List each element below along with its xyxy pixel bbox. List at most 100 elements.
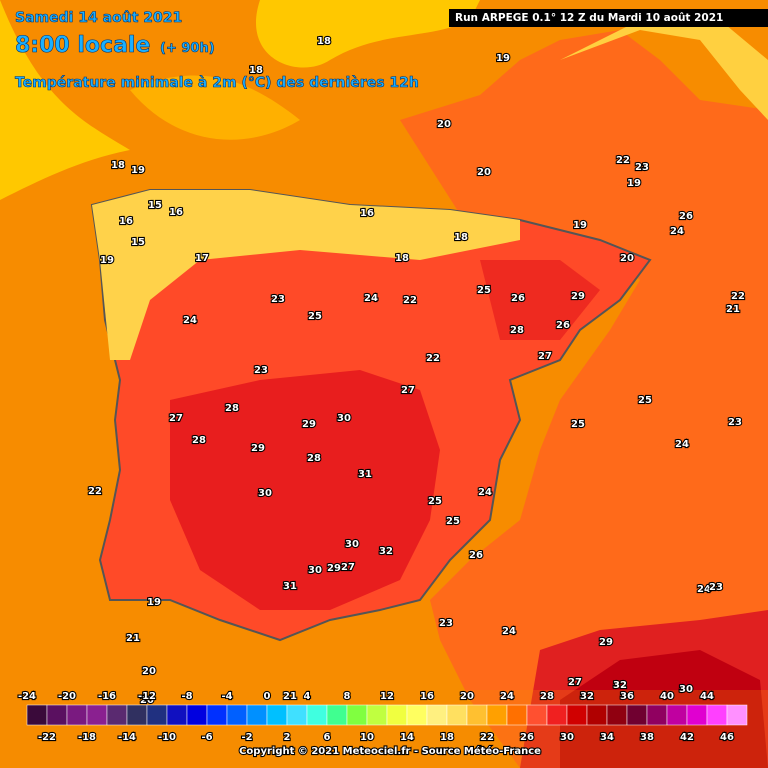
temperature-label: 27: [169, 413, 183, 424]
temperature-label: 25: [571, 419, 585, 430]
scale-swatch: [666, 704, 688, 726]
scale-bottom-label: 14: [400, 732, 414, 743]
alps: [560, 20, 768, 120]
scale-swatch: [686, 704, 708, 726]
temperature-label: 22: [616, 155, 630, 166]
scale-top-label: 28: [540, 691, 554, 702]
temperature-label: 29: [251, 443, 265, 454]
temperature-label: 15: [131, 237, 145, 248]
temperature-label: 24: [675, 439, 689, 450]
scale-swatch: [546, 704, 568, 726]
scale-top-label: 4: [304, 691, 311, 702]
temperature-label: 19: [627, 178, 641, 189]
scale-top-label: 0: [264, 691, 271, 702]
scale-swatch: [146, 704, 168, 726]
scale-bottom-label: 10: [360, 732, 374, 743]
scale-top-label: -12: [138, 691, 156, 702]
temperature-label: 21: [726, 304, 740, 315]
scale-swatch: [426, 704, 448, 726]
temperature-label: 23: [439, 618, 453, 629]
scale-swatch: [606, 704, 628, 726]
temperature-label: 18: [249, 65, 263, 76]
temperature-label: 22: [88, 486, 102, 497]
scale-top-label: 12: [380, 691, 394, 702]
temperature-label: 31: [283, 581, 297, 592]
scale-swatch: [566, 704, 588, 726]
scale-swatch: [326, 704, 348, 726]
scale-swatch: [266, 704, 288, 726]
temperature-label: 26: [511, 293, 525, 304]
scale-top-label: 24: [500, 691, 514, 702]
temperature-label: 30: [258, 488, 272, 499]
temperature-label: 24: [502, 626, 516, 637]
scale-bottom-label: -22: [38, 732, 56, 743]
scale-swatch: [166, 704, 188, 726]
temperature-label: 23: [709, 582, 723, 593]
temperature-label: 28: [225, 403, 239, 414]
scale-swatch: [726, 704, 748, 726]
scale-swatch: [586, 704, 608, 726]
scale-top-label: 40: [660, 691, 674, 702]
run-box: [449, 9, 768, 27]
scale-swatch: [286, 704, 308, 726]
scale-swatch: [646, 704, 668, 726]
temperature-label: 20: [142, 666, 156, 677]
scale-top-label: -16: [98, 691, 116, 702]
temperature-label: 23: [728, 417, 742, 428]
scale-bottom-label: 42: [680, 732, 694, 743]
scale-bottom-label: -2: [241, 732, 252, 743]
temperature-label: 16: [360, 208, 374, 219]
scale-swatch: [186, 704, 208, 726]
temperature-label: 29: [302, 419, 316, 430]
temperature-label: 27: [341, 562, 355, 573]
scale-bottom-label: 34: [600, 732, 614, 743]
temperature-label: 17: [195, 253, 209, 264]
temperature-label: 16: [119, 216, 133, 227]
subtitle: Température minimale à 2m (°C) des derni…: [15, 75, 419, 91]
scale-swatch: [366, 704, 388, 726]
scale-swatch: [386, 704, 408, 726]
temperature-label: 24: [697, 584, 711, 595]
temperature-label: 20: [477, 167, 491, 178]
temperature-label: 18: [395, 253, 409, 264]
lead: (+ 90h): [160, 41, 215, 56]
temperature-label: 31: [358, 469, 372, 480]
temperature-label: 28: [307, 453, 321, 464]
scale-bottom-label: 46: [720, 732, 734, 743]
scale-top-label: -24: [18, 691, 36, 702]
scale-top-label: -8: [181, 691, 192, 702]
scale-top-label: 36: [620, 691, 634, 702]
temperature-label: 16: [169, 207, 183, 218]
temperature-label: 19: [496, 53, 510, 64]
temperature-label: 22: [731, 291, 745, 302]
temperature-label: 23: [635, 162, 649, 173]
temperature-label: 25: [308, 311, 322, 322]
scale-swatch: [226, 704, 248, 726]
temperature-label: 30: [679, 684, 693, 695]
temperature-label: 29: [599, 637, 613, 648]
scale-swatch: [526, 704, 548, 726]
hot-zone: [170, 370, 440, 610]
temperature-label: 30: [337, 413, 351, 424]
scale-bottom-label: 6: [324, 732, 331, 743]
temperature-label: 28: [192, 435, 206, 446]
temperature-label: 19: [131, 165, 145, 176]
temperature-label: 25: [638, 395, 652, 406]
temperature-label: 20: [620, 253, 634, 264]
temperature-label: 24: [478, 487, 492, 498]
temperature-label: 18: [317, 36, 331, 47]
temperature-label: 18: [454, 232, 468, 243]
scale-bottom-label: 18: [440, 732, 454, 743]
temperature-label: 19: [573, 220, 587, 231]
temperature-label: 26: [556, 320, 570, 331]
temperature-label: 32: [379, 546, 393, 557]
temperature-label: 18: [111, 160, 125, 171]
scale-swatch: [466, 704, 488, 726]
scale-bottom-label: 22: [480, 732, 494, 743]
temperature-label: 23: [271, 294, 285, 305]
scale-bottom-label: -10: [158, 732, 176, 743]
time: 8:00 locale: [15, 33, 150, 58]
scale-swatch: [206, 704, 228, 726]
scale-swatch: [46, 704, 68, 726]
scale-swatch: [106, 704, 128, 726]
